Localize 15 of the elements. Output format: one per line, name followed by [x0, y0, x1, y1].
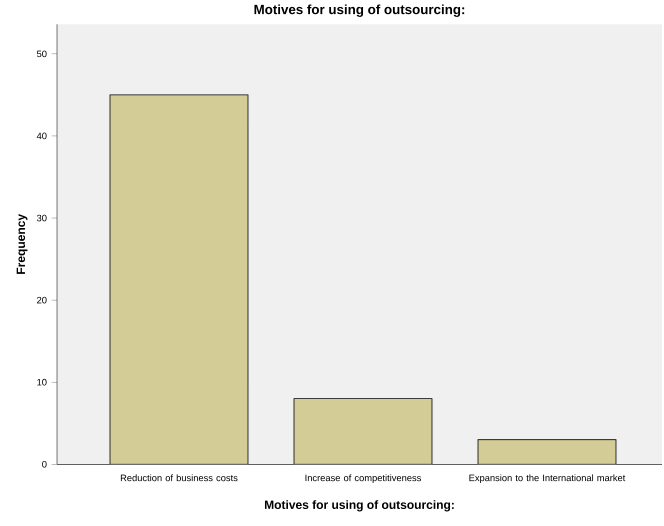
bar	[294, 398, 432, 464]
y-tick-label: 20	[37, 296, 47, 304]
y-tick-label: 50	[36, 50, 47, 58]
chart-title: Motives for using of outsourcing:	[254, 4, 464, 17]
x-tick-label: Expansion to the International market	[469, 474, 626, 483]
y-tick-label: 40	[36, 132, 47, 140]
x-tick-label: Increase of competitiveness	[305, 474, 421, 483]
bar	[110, 94, 248, 464]
x-tick-label: Reduction of business costs	[120, 474, 238, 482]
x-axis-title: Motives for using of outsourcing:	[264, 500, 454, 512]
y-tick-label: 0	[42, 460, 47, 468]
y-axis-title: Frequency	[16, 214, 28, 274]
bar	[478, 439, 616, 464]
y-tick-label: 30	[36, 214, 47, 222]
y-tick-label: 10	[37, 378, 47, 386]
